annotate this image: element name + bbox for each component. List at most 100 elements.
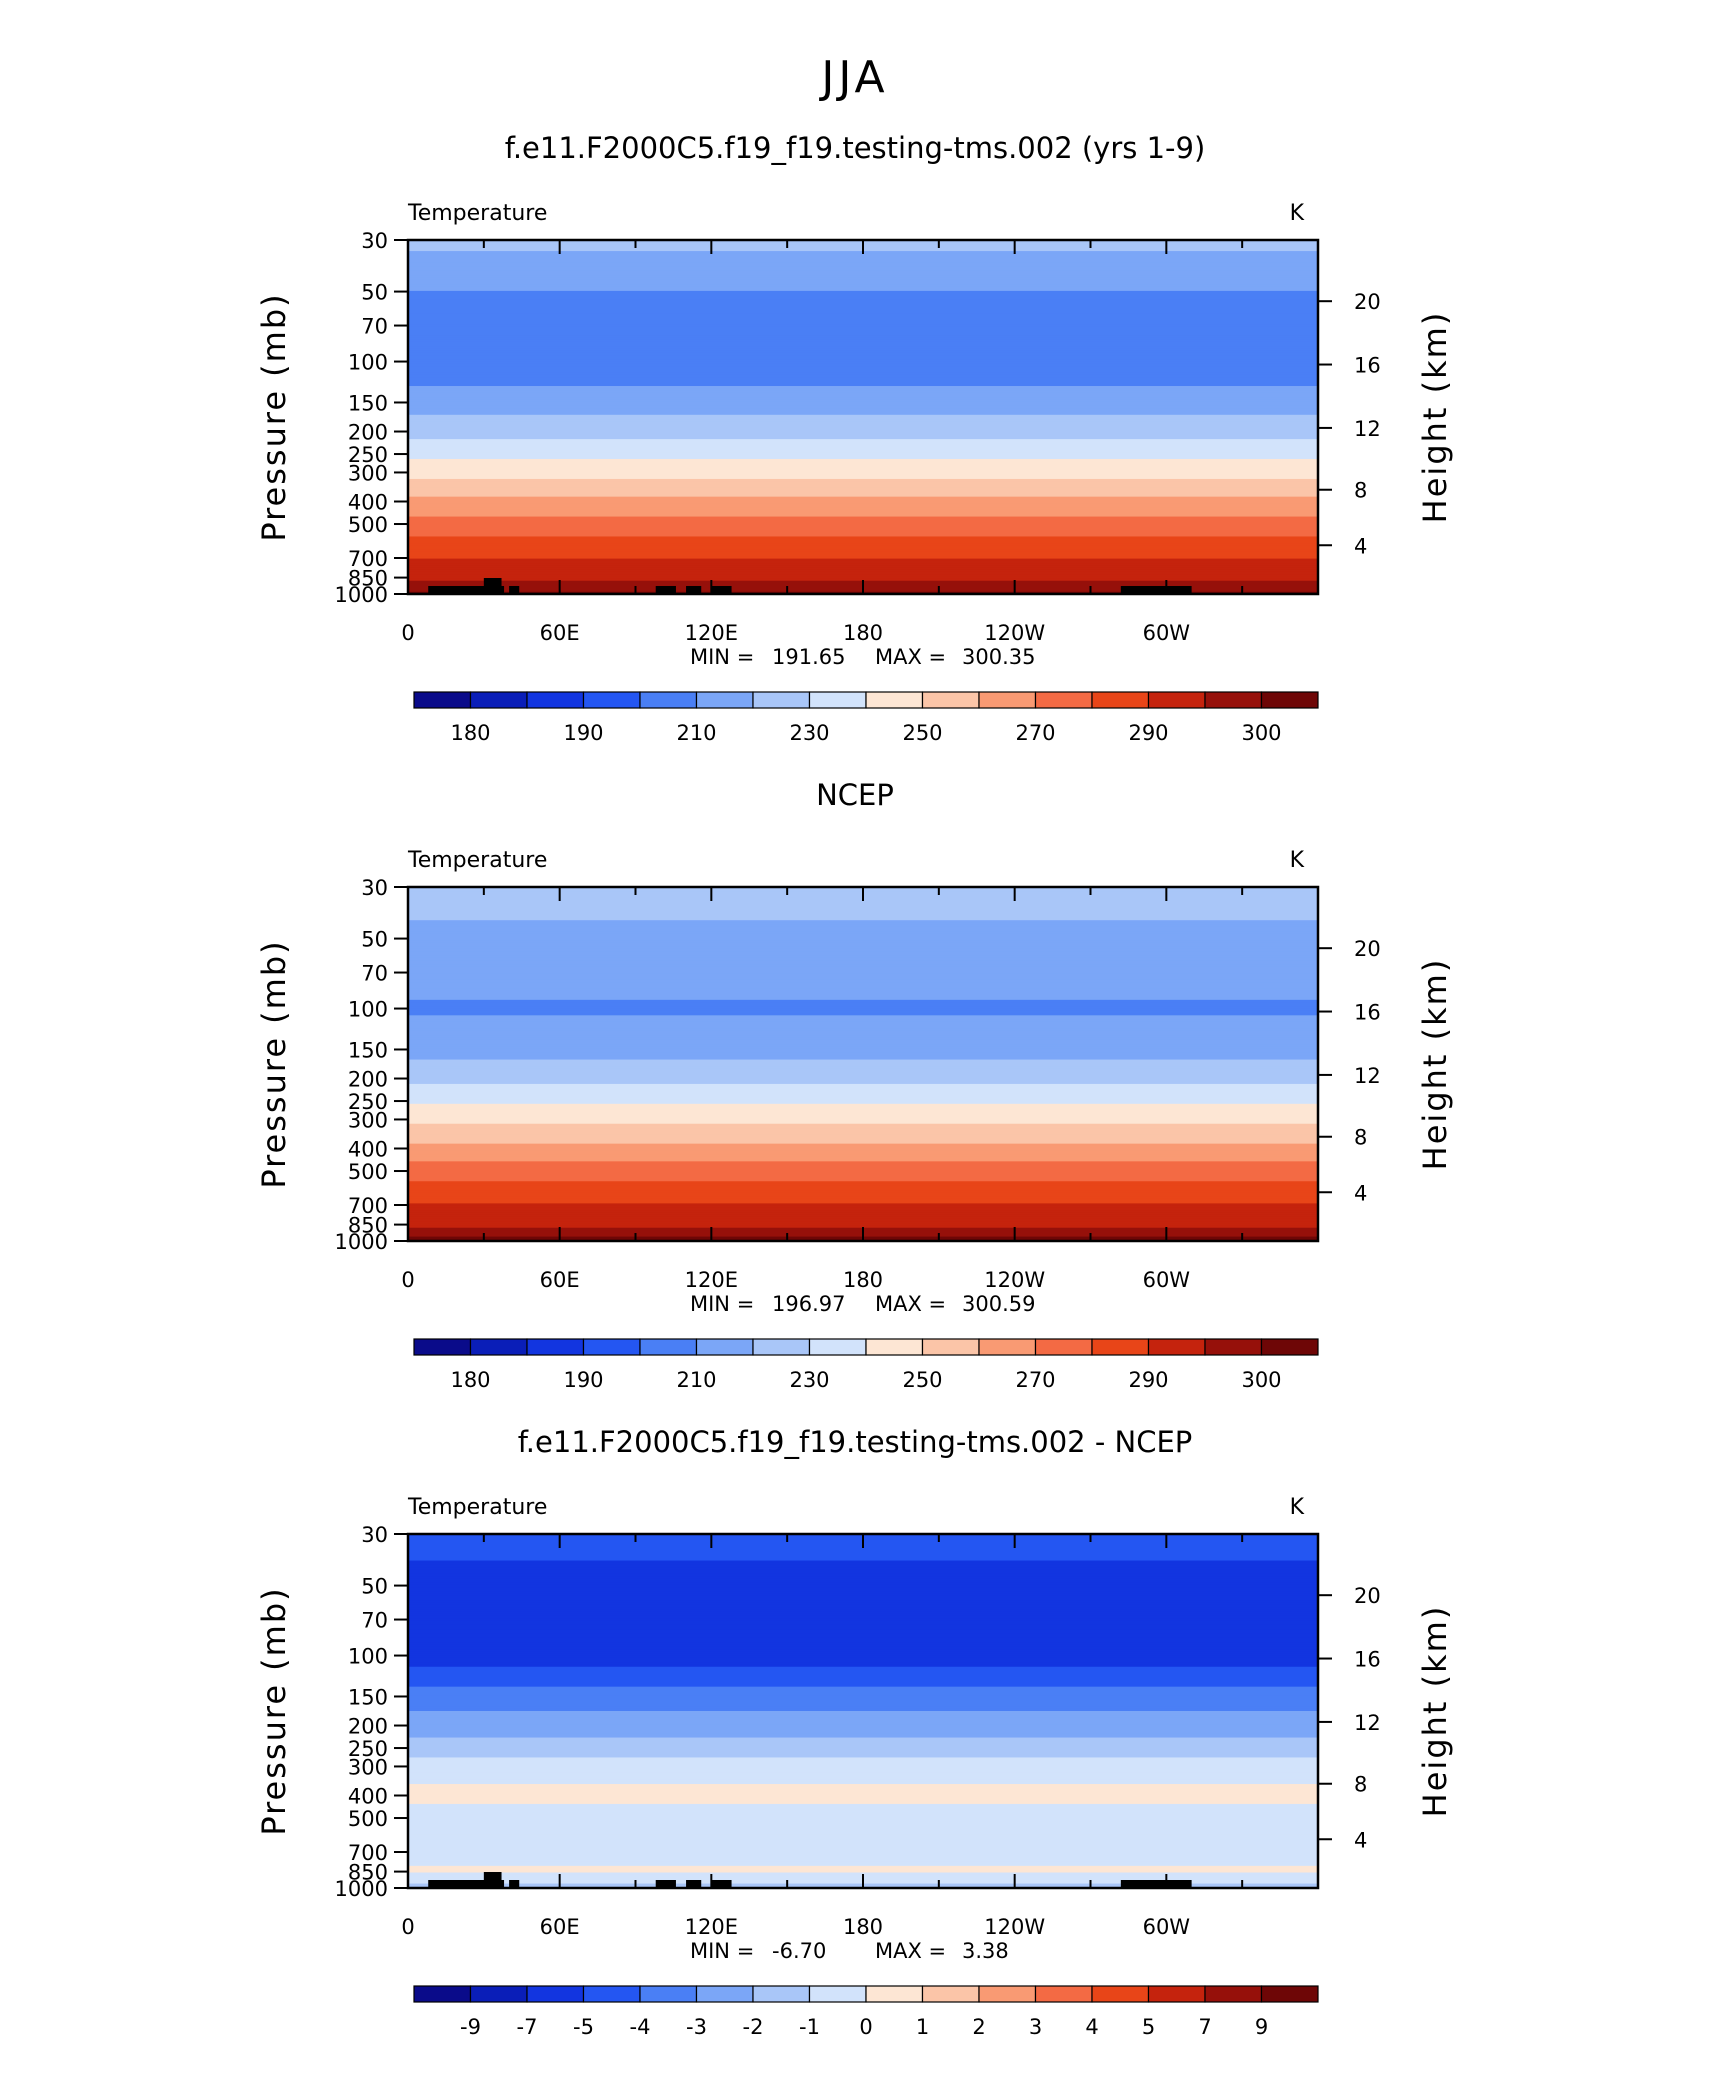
contour-band xyxy=(408,973,1318,977)
contour-band xyxy=(408,501,1318,504)
contour-band xyxy=(408,1715,1318,1719)
contour-band xyxy=(408,321,1318,325)
contour-band xyxy=(408,472,1318,476)
contour-band xyxy=(408,1573,1318,1577)
y-tick-label: 100 xyxy=(348,998,388,1022)
y-tick-label: 150 xyxy=(348,1038,388,1062)
contour-band xyxy=(408,315,1318,319)
contour-band xyxy=(408,946,1318,950)
contour-band xyxy=(408,1083,1318,1087)
contour-band xyxy=(408,1068,1318,1072)
contour-band xyxy=(408,995,1318,999)
contour-band xyxy=(408,1755,1318,1759)
contour-band xyxy=(408,1050,1318,1054)
y-right-tick-label: 8 xyxy=(1354,1126,1367,1150)
x-tick-label: 60W xyxy=(1143,1268,1191,1292)
colorbar-box xyxy=(695,1338,754,1356)
colorbar-label: 300 xyxy=(1241,721,1281,745)
contour-band xyxy=(408,1551,1318,1555)
contour-band xyxy=(408,1730,1318,1734)
y-tick-label: 50 xyxy=(361,928,388,952)
contour-band xyxy=(408,1072,1318,1076)
contour-band xyxy=(408,514,1318,518)
x-tick-label: 0 xyxy=(401,1915,414,1939)
x-tick-label: 180 xyxy=(843,1268,883,1292)
colorbar-box xyxy=(469,691,528,709)
contour-band xyxy=(408,984,1318,988)
contour-band xyxy=(408,1786,1318,1790)
y-right-axis-label: Height (km) xyxy=(1416,1605,1454,1818)
topography-block xyxy=(428,586,484,594)
contour-band xyxy=(408,1832,1318,1836)
contour-band xyxy=(408,556,1318,560)
contour-band xyxy=(408,1852,1318,1856)
colorbar-label: 210 xyxy=(676,721,716,745)
colorbar-label: 290 xyxy=(1128,721,1168,745)
contour-band xyxy=(408,476,1318,480)
contour-band xyxy=(408,1567,1318,1570)
contour-band xyxy=(408,498,1318,502)
contour-band xyxy=(408,1646,1318,1650)
contour-band xyxy=(408,390,1318,394)
colorbar-box xyxy=(752,1338,811,1356)
contour-band xyxy=(408,332,1318,336)
contour-band xyxy=(408,964,1318,968)
contour-band xyxy=(408,483,1318,487)
contour-band xyxy=(408,1688,1318,1692)
contour-band xyxy=(408,335,1318,338)
contour-band xyxy=(408,1170,1318,1174)
colorbar-box xyxy=(639,1338,698,1356)
contour-band xyxy=(408,366,1318,369)
contour-band xyxy=(408,1216,1318,1220)
contour-band xyxy=(408,1185,1318,1189)
contour-band xyxy=(408,917,1318,921)
contour-band xyxy=(408,450,1318,453)
colorbar-box xyxy=(639,1985,698,2003)
contour-band xyxy=(408,328,1318,332)
colorbar-label: 250 xyxy=(902,1368,942,1392)
contour-band xyxy=(408,297,1318,301)
contour-band xyxy=(408,1148,1318,1151)
contour-band xyxy=(408,425,1318,429)
colorbar-label: 9 xyxy=(1255,2015,1268,2039)
contour-band xyxy=(408,929,1318,932)
contour-band xyxy=(408,1724,1318,1728)
contour-band xyxy=(408,926,1318,930)
contour-band xyxy=(408,1192,1318,1196)
contour-band xyxy=(408,953,1318,957)
contour-band xyxy=(408,1125,1318,1129)
colorbar-box xyxy=(1091,1338,1150,1356)
panel-title: f.e11.F2000C5.f19_f19.testing-tms.002 - … xyxy=(518,1425,1193,1459)
colorbar-label: -7 xyxy=(517,2015,538,2039)
contour-band xyxy=(408,1828,1318,1832)
contour-band xyxy=(408,1576,1318,1579)
contour-band xyxy=(408,1713,1318,1717)
contour-band xyxy=(408,313,1318,316)
contour-band xyxy=(408,1008,1318,1012)
colorbar-box xyxy=(1260,1985,1319,2003)
contour-band xyxy=(408,1657,1318,1661)
contour-band xyxy=(408,1662,1318,1666)
y-right-tick-label: 16 xyxy=(1354,1001,1381,1025)
colorbar-label: 230 xyxy=(789,1368,829,1392)
max-label: MAX = xyxy=(875,1292,946,1316)
contour-band xyxy=(408,275,1318,279)
x-tick-label: 120W xyxy=(984,1915,1045,1939)
y-tick-label: 700 xyxy=(348,1841,388,1865)
topography-block xyxy=(428,1880,484,1888)
colorbar-label: 190 xyxy=(563,721,603,745)
contour-band xyxy=(408,1591,1318,1595)
contour-band xyxy=(408,1558,1318,1562)
contour-band xyxy=(408,1845,1318,1849)
contour-band xyxy=(408,379,1318,383)
contour-band xyxy=(408,1110,1318,1114)
contour-band xyxy=(408,1651,1318,1655)
contour-band xyxy=(408,1671,1318,1674)
min-label: MIN = xyxy=(690,1292,754,1316)
contour-band xyxy=(408,1722,1318,1725)
colorbar-box xyxy=(808,691,867,709)
y-right-axis-label: Height (km) xyxy=(1416,311,1454,524)
contour-band xyxy=(408,1848,1318,1851)
contour-band xyxy=(408,348,1318,352)
contour-band xyxy=(408,922,1318,926)
